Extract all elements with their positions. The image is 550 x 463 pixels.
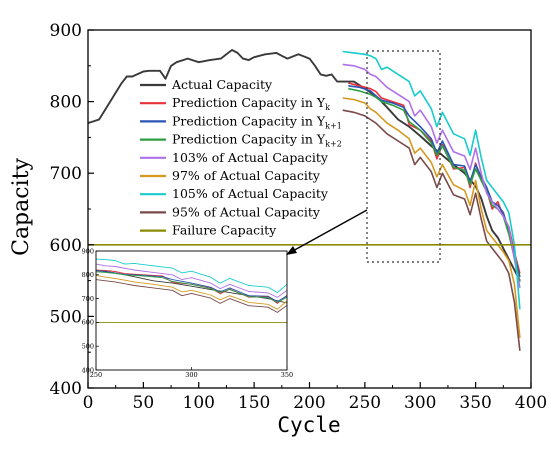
x-tick-label: 50: [133, 393, 155, 413]
legend: Actual Capacity Prediction Capacity in Yk…: [140, 77, 342, 238]
zoom-region-box: [366, 50, 441, 263]
y-tick-label: 800: [50, 93, 82, 113]
inset-x-tick-label: 250: [90, 371, 102, 379]
inset-series-line-5: [96, 274, 287, 310]
inset-series-line-7: [96, 279, 287, 313]
x-tick-label: 100: [183, 393, 215, 413]
legend-label: 103% of Actual Capacity: [172, 150, 329, 165]
inset-series-line-3: [96, 271, 287, 303]
series-line-5: [342, 97, 521, 338]
y-tick-label: 900: [50, 21, 82, 41]
inset-series-line-4: [96, 263, 287, 298]
series-line-4: [342, 63, 521, 288]
inset-x-tick-label: 300: [185, 371, 197, 379]
legend-label: Prediction Capacity in Yk+1: [172, 113, 342, 130]
legend-label: Prediction Capacity in Yk+2: [172, 132, 342, 149]
x-tick-label: 200: [293, 393, 325, 413]
series-line-7: [342, 109, 521, 351]
x-tick-label: 0: [83, 393, 94, 413]
x-tick-label: 400: [515, 393, 547, 413]
x-tick-label: 300: [404, 393, 436, 413]
x-tick-label: 350: [459, 393, 491, 413]
inset-series-line-2: [96, 270, 287, 302]
y-tick-label: 500: [50, 307, 82, 327]
x-tick-label: 250: [349, 393, 381, 413]
legend-label: Actual Capacity: [171, 77, 273, 92]
inset-arrow: [290, 209, 368, 253]
inset-arrow-head: [286, 246, 297, 255]
y-axis-title: Capacity: [9, 158, 34, 256]
y-tick-label: 700: [50, 164, 82, 184]
x-tick-label: 150: [238, 393, 270, 413]
inset-series-line-6: [96, 258, 287, 294]
inset-x-tick-label: 350: [281, 371, 293, 379]
legend-label: 105% of Actual Capacity: [172, 186, 329, 201]
legend-label: 95% of Actual Capacity: [172, 204, 321, 219]
series-line-2: [348, 85, 521, 278]
y-tick-label: 600: [50, 236, 82, 256]
legend-label: 97% of Actual Capacity: [172, 168, 321, 183]
y-tick-label: 400: [50, 379, 82, 399]
legend-label: Prediction Capacity in Yk: [172, 95, 330, 112]
x-axis-title: Cycle: [277, 413, 340, 437]
legend-label: Failure Capacity: [172, 223, 277, 238]
